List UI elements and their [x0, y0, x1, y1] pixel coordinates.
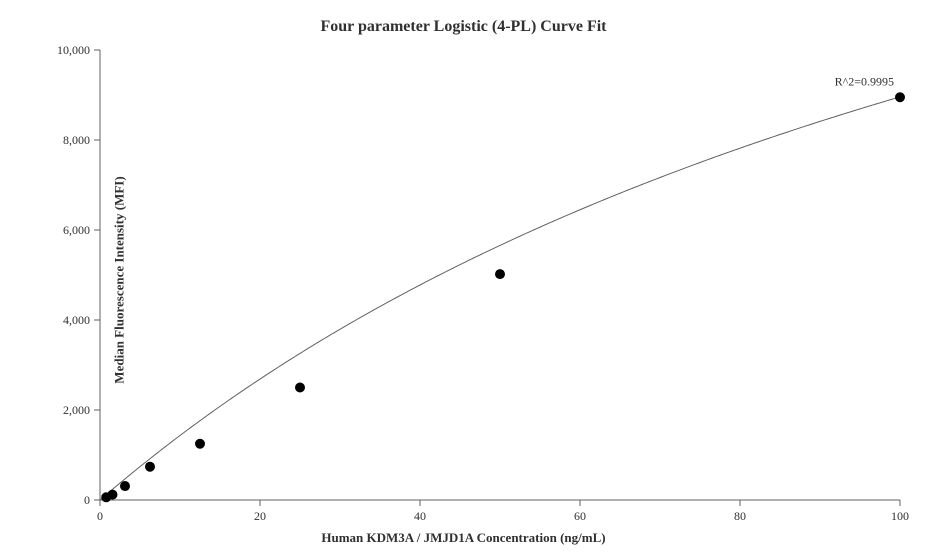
- x-tick: 60: [574, 500, 586, 523]
- y-tick: 0: [84, 493, 100, 507]
- r-squared-annotation: R^2=0.9995: [835, 74, 894, 88]
- y-tick: 2,000: [63, 403, 100, 417]
- y-tick: 6,000: [63, 223, 100, 237]
- y-tick: 8,000: [63, 133, 100, 147]
- plot-svg: 0 20 40 60 80 100 0 2,000 4,000 6,000 8,000 10,000…: [0, 0, 927, 560]
- data-point: [107, 490, 117, 500]
- svg-text:4,000: 4,000: [63, 313, 90, 327]
- svg-text:2,000: 2,000: [63, 403, 90, 417]
- svg-text:20: 20: [254, 509, 266, 523]
- svg-text:0: 0: [97, 509, 103, 523]
- svg-text:80: 80: [734, 509, 746, 523]
- svg-text:8,000: 8,000: [63, 133, 90, 147]
- svg-text:100: 100: [891, 509, 909, 523]
- data-point: [895, 92, 905, 102]
- data-points: [101, 92, 905, 502]
- y-ticks: 0 2,000 4,000 6,000 8,000 10,000: [57, 43, 100, 507]
- data-point: [120, 481, 130, 491]
- svg-text:10,000: 10,000: [57, 43, 90, 57]
- data-point: [295, 383, 305, 393]
- y-tick: 10,000: [57, 43, 100, 57]
- svg-text:40: 40: [414, 509, 426, 523]
- data-point: [495, 269, 505, 279]
- svg-text:6,000: 6,000: [63, 223, 90, 237]
- x-tick: 100: [891, 500, 909, 523]
- data-point: [195, 439, 205, 449]
- data-point: [145, 462, 155, 472]
- x-tick: 40: [414, 500, 426, 523]
- x-tick: 80: [734, 500, 746, 523]
- x-tick: 0: [97, 500, 103, 523]
- x-tick: 20: [254, 500, 266, 523]
- axes-group: 0 20 40 60 80 100 0 2,000 4,000 6,000 8,000 10,000: [57, 43, 909, 523]
- x-ticks: 0 20 40 60 80 100: [97, 500, 909, 523]
- svg-text:0: 0: [84, 493, 90, 507]
- chart-container: Four parameter Logistic (4-PL) Curve Fit…: [0, 0, 927, 560]
- y-tick: 4,000: [63, 313, 100, 327]
- svg-text:60: 60: [574, 509, 586, 523]
- fit-curve: [100, 97, 900, 500]
